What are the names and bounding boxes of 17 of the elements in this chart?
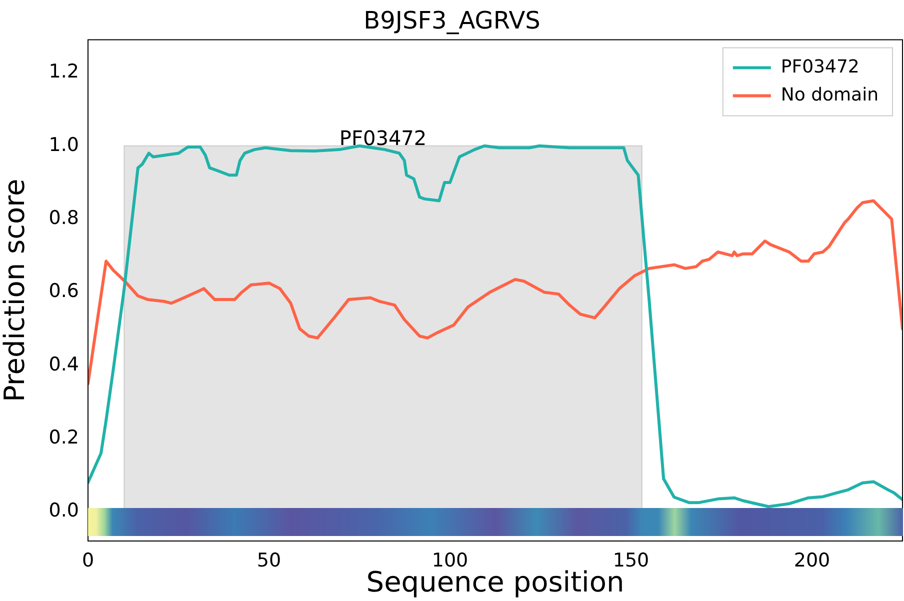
x-tick-label: 150: [612, 549, 650, 572]
band-label: PF03472: [339, 126, 427, 150]
y-tick-label: 1.0: [48, 134, 79, 156]
legend-label: No domain: [780, 84, 879, 106]
y-axis-title: Prediction score: [0, 178, 32, 402]
y-tick-label: 0.4: [48, 353, 79, 376]
x-tick-label: 100: [432, 549, 468, 572]
y-tick-label: 0.8: [48, 207, 79, 229]
y-tick-label: 0.0: [48, 500, 79, 522]
y-tick-label: 0.2: [48, 426, 79, 448]
x-tick-label: 50: [256, 549, 282, 572]
x-tick-label: 200: [794, 549, 830, 572]
chart-title: B9JSF3_AGRVS: [364, 6, 540, 35]
legend-label: PF03472: [780, 56, 860, 78]
y-tick-label: 1.2: [48, 60, 79, 83]
x-tick-label: 0: [82, 549, 94, 572]
y-tick-label: 0.6: [48, 280, 79, 302]
